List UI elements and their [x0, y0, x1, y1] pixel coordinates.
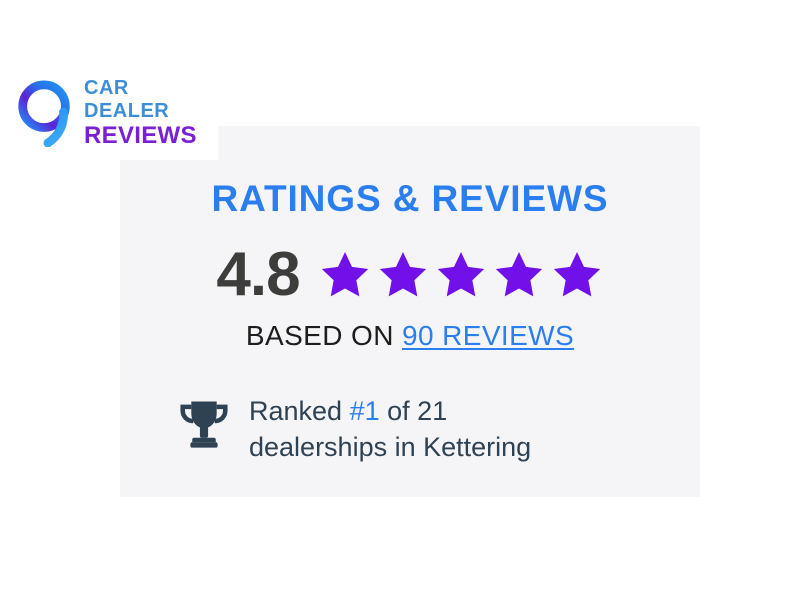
ranking-prefix: Ranked — [249, 396, 343, 426]
card-content: RATINGS & REVIEWS 4.8 — [120, 126, 700, 497]
ranking-row: Ranked #1 of 21 dealerships in Kettering — [175, 394, 665, 465]
ranking-middle: of 21 — [387, 396, 448, 426]
brand-line-car: CAR — [84, 77, 129, 99]
rating-summary-row: 4.8 — [120, 244, 700, 306]
star-icon — [553, 252, 600, 297]
page-title: RATINGS & REVIEWS — [211, 178, 609, 219]
brand-line-dealer: DEALER — [84, 100, 170, 122]
star-icon — [379, 252, 426, 297]
reviews-count-link[interactable]: 90 REVIEWS — [402, 320, 575, 351]
brand-wordmark: CAR DEALER REVIEWS — [84, 78, 197, 148]
ranking-text: Ranked #1 of 21 dealerships in Kettering — [249, 394, 531, 465]
rating-score: 4.8 — [216, 240, 300, 309]
based-on-label: BASED ON — [245, 320, 394, 351]
trophy-icon — [180, 401, 228, 448]
ranking-location: dealerships in Kettering — [249, 431, 532, 462]
star-icon — [437, 252, 484, 297]
brand-line-reviews: REVIEWS — [84, 122, 197, 149]
ranking-position: #1 — [349, 396, 380, 426]
car-dealer-reviews-circle-logo-icon — [18, 80, 70, 147]
based-on-row: BASED ON 90 REVIEWS — [120, 320, 700, 352]
star-rating — [318, 248, 604, 302]
star-icon — [495, 252, 542, 297]
brand-logo[interactable]: CAR DEALER REVIEWS — [8, 66, 218, 160]
star-icon — [321, 252, 368, 297]
ratings-reviews-card: RATINGS & REVIEWS 4.8 — [120, 126, 700, 497]
